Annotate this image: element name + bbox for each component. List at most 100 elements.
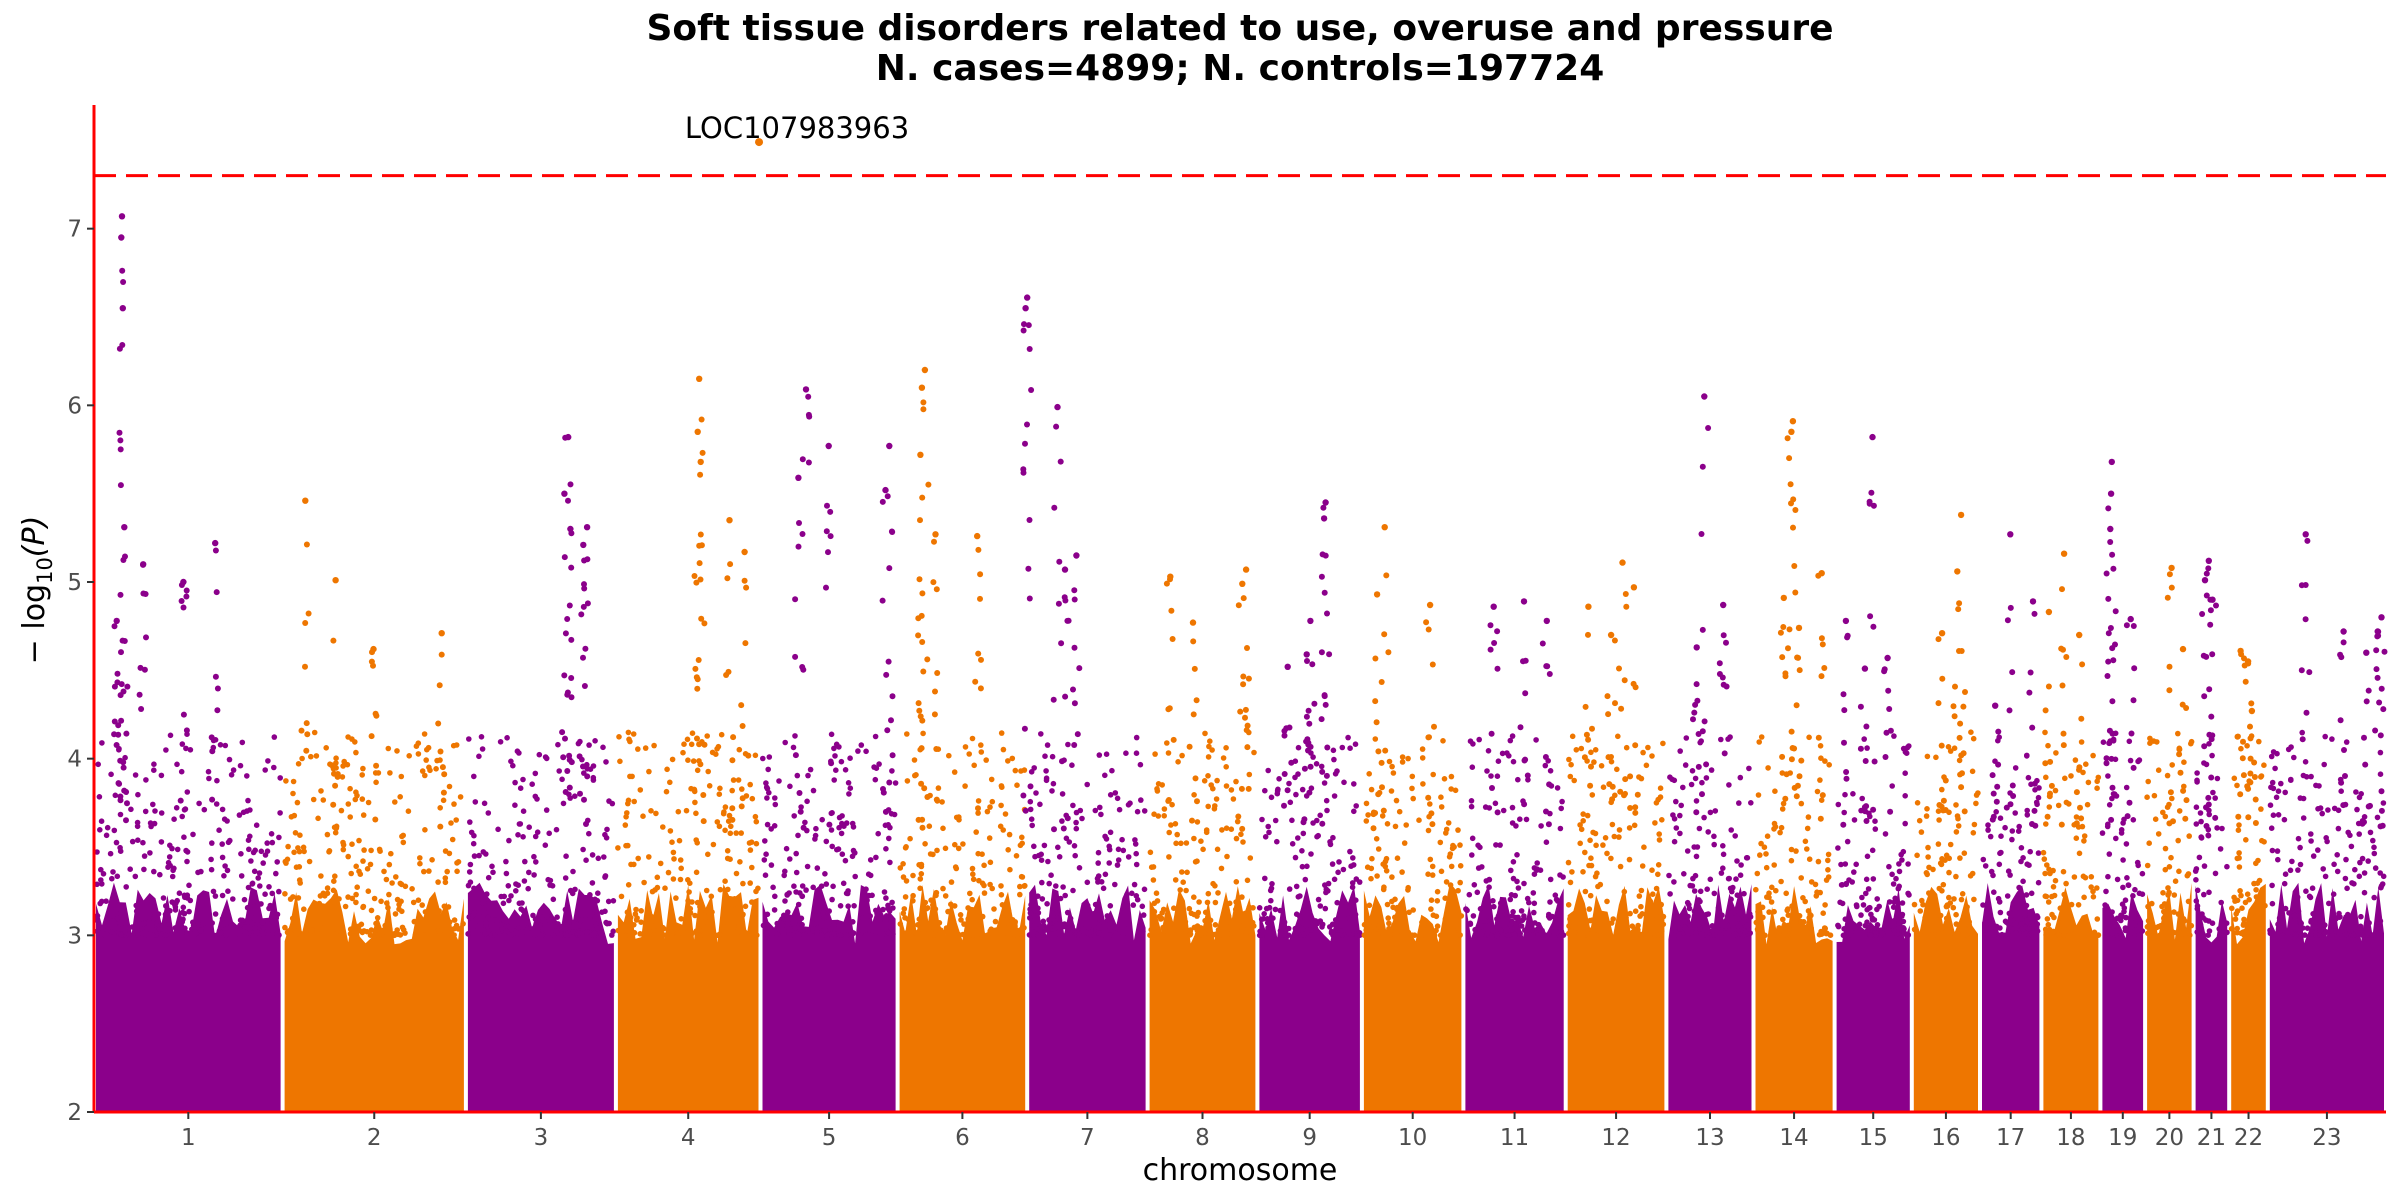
snp-point (683, 807, 690, 814)
peak-column-point (2373, 666, 2380, 673)
peak-column-point (1699, 463, 1706, 470)
peak-column-point (2029, 724, 2036, 731)
snp-point (1911, 901, 1918, 908)
snp-point (2352, 866, 2358, 873)
snp-point (940, 825, 946, 832)
peak-column-point (1793, 702, 1800, 709)
snp-point (515, 882, 521, 888)
snp-point (1535, 932, 1542, 938)
snp-point (2193, 877, 2199, 883)
snp-point (831, 745, 837, 752)
snp-point (259, 919, 266, 926)
chromosome-8-points (1147, 566, 1257, 1112)
peak-column-point (1935, 700, 1942, 707)
snp-point (2206, 741, 2212, 747)
snp-point (2035, 794, 2042, 801)
snp-point (2169, 762, 2175, 768)
peak-column-point (1024, 421, 1030, 428)
snp-point (349, 895, 356, 902)
snp-point (114, 873, 121, 880)
snp-point (785, 920, 791, 926)
snp-point (553, 826, 560, 833)
snp-point (184, 895, 191, 901)
snp-point (2068, 901, 2075, 908)
snp-point (1761, 844, 1768, 850)
peak-column-point (827, 533, 834, 540)
snp-point (222, 863, 228, 869)
snp-point (625, 729, 632, 736)
snp-point (948, 901, 954, 908)
snp-point (1028, 901, 1034, 908)
snp-point (1038, 731, 1044, 737)
snp-point (2193, 804, 2200, 810)
snp-point (1261, 911, 1267, 917)
peak-column-point (1021, 321, 1027, 328)
snp-point (303, 931, 310, 938)
snp-point (1391, 921, 1398, 927)
snp-point (1494, 773, 1501, 779)
snp-point (526, 869, 532, 876)
peak-column-point (437, 748, 444, 755)
snp-point (2049, 893, 2055, 900)
peak-column-point (2378, 685, 2385, 692)
snp-point (1472, 926, 1478, 933)
snp-point (840, 880, 847, 887)
peak-column-point (1020, 469, 1027, 476)
peak-point (1373, 591, 1381, 598)
peak-column-point (120, 688, 127, 695)
snp-point (1939, 856, 1945, 862)
snp-point (2229, 905, 2235, 912)
snp-point (875, 830, 881, 837)
snp-point (747, 847, 754, 853)
peak-point (697, 458, 704, 466)
snp-point (839, 851, 846, 857)
peak-column-point (917, 713, 924, 720)
snp-point (467, 819, 473, 825)
snp-point (1366, 771, 1372, 777)
snp-point (1044, 742, 1051, 748)
snp-point (1973, 800, 1979, 807)
snp-point (1627, 910, 1633, 917)
snp-point (2324, 838, 2330, 845)
peak-column-point (1186, 743, 1193, 750)
snp-point (831, 777, 837, 783)
snp-point (1041, 842, 1048, 849)
snp-point (1139, 929, 1145, 935)
peak-column-point (372, 710, 379, 717)
snp-point (1299, 863, 1306, 870)
snp-point (1947, 748, 1954, 754)
snp-point (1518, 923, 1525, 929)
peak-column-point (1306, 789, 1313, 796)
snp-point (1335, 932, 1341, 938)
peak-column-point (792, 596, 799, 603)
peak-column-point (2378, 807, 2385, 814)
snp-point (2139, 928, 2146, 934)
snp-point (560, 800, 567, 807)
peak-point (2045, 608, 2053, 616)
x-tick-label-chr-18: 18 (2056, 1125, 2085, 1151)
snp-point (1842, 861, 1849, 867)
snp-point (1720, 843, 1726, 849)
snp-point (1850, 791, 1856, 797)
snp-point (1380, 886, 1387, 893)
snp-point (1084, 902, 1091, 909)
snp-point (2259, 837, 2265, 844)
snp-point (576, 930, 582, 936)
snp-point (1599, 922, 1606, 929)
snp-point (1934, 912, 1941, 918)
peak-column-point (792, 752, 799, 759)
snp-point (532, 833, 539, 840)
snp-point (1468, 803, 1475, 810)
snp-point (557, 932, 564, 939)
snp-point (709, 909, 715, 915)
snp-point (1685, 931, 1692, 937)
snp-point (2288, 744, 2294, 750)
snp-point (262, 891, 268, 897)
snp-point (1943, 903, 1950, 910)
snp-point (2119, 913, 2125, 920)
snp-point (2201, 863, 2208, 869)
snp-point (805, 772, 811, 779)
peak-column-point (1938, 742, 1945, 749)
snp-point (1961, 850, 1968, 856)
snp-point (1240, 922, 1247, 928)
